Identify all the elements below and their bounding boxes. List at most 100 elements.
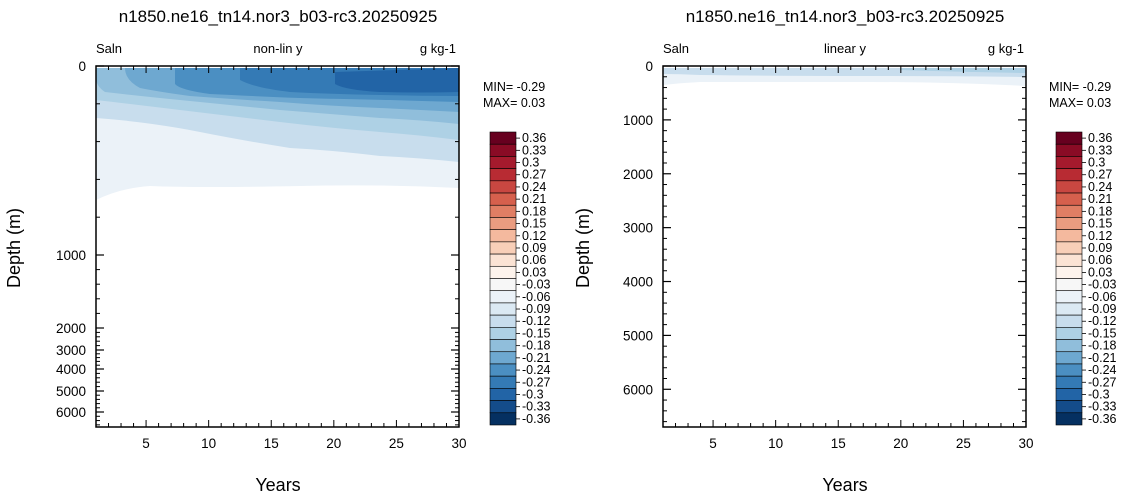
y-tick-label: 6000 (623, 382, 653, 397)
right-y-axis: 0 1000 2000 3000 4000 5000 6000 (623, 59, 1026, 423)
colorbar-swatch (1055, 156, 1083, 169)
right-min-text: MIN= -0.29 (1049, 80, 1111, 94)
colorbar-label: 0.06 (522, 253, 546, 267)
right-colorbar: 0.360.330.30.270.240.210.180.150.120.090… (1055, 131, 1117, 426)
colorbar-label: -0.03 (1088, 278, 1117, 292)
left-scale-label: non-lin y (253, 41, 303, 56)
colorbar-label: -0.24 (1088, 363, 1117, 377)
colorbar-label: -0.21 (522, 351, 551, 365)
colorbar-swatch (1055, 265, 1083, 279)
colorbar-swatch (489, 327, 517, 340)
colorbar-label: 0.12 (522, 229, 546, 243)
colorbar-label: 0.12 (1088, 229, 1112, 243)
y-tick-label: 3000 (56, 343, 86, 358)
colorbar-swatch (1055, 363, 1083, 377)
left-variable-label: Saln (96, 41, 122, 56)
colorbar-label: 0.03 (1088, 265, 1112, 279)
colorbar-swatch (1055, 241, 1083, 255)
colorbar-swatch (489, 168, 517, 182)
x-tick-label: 30 (1018, 436, 1033, 451)
colorbar-swatch (489, 241, 517, 255)
colorbar-label: -0.09 (1088, 302, 1117, 316)
x-tick-label: 25 (389, 436, 404, 451)
colorbar-swatch (489, 302, 517, 316)
left-contour-level-7 (335, 68, 459, 93)
colorbar-swatch (489, 253, 517, 267)
colorbar-label: 0.18 (522, 204, 546, 218)
colorbar-swatch (489, 363, 517, 377)
left-title: n1850.ne16_tn14.nor3_b03-rc3.20250925 (119, 7, 438, 26)
colorbar-label: 0.24 (1088, 180, 1112, 194)
right-units-label: g kg-1 (988, 41, 1024, 56)
colorbar-swatch (489, 131, 517, 145)
colorbar-label: 0.18 (1088, 204, 1112, 218)
colorbar-swatch (1055, 253, 1083, 267)
colorbar-swatch (489, 156, 517, 169)
colorbar-label: -0.18 (1088, 339, 1117, 353)
x-tick-label: 20 (326, 436, 341, 451)
colorbar-label: 0.06 (1088, 253, 1112, 267)
colorbar-label: -0.09 (522, 302, 551, 316)
y-tick-label: 4000 (623, 275, 653, 290)
colorbar-swatch (1055, 192, 1083, 206)
x-tick-label: 10 (201, 436, 216, 451)
colorbar-label: -0.15 (1088, 326, 1117, 340)
colorbar-label: -0.06 (1088, 290, 1117, 304)
colorbar-label: 0.21 (1088, 192, 1112, 206)
colorbar-swatch (489, 180, 517, 194)
colorbar-label: -0.18 (522, 339, 551, 353)
colorbar-swatch (1055, 375, 1083, 389)
colorbar-swatch (489, 400, 517, 414)
right-panel: n1850.ne16_tn14.nor3_b03-rc3.20250925 Sa… (573, 7, 1117, 495)
colorbar-swatch (1055, 217, 1083, 230)
colorbar-swatch (1055, 327, 1083, 340)
colorbar-label: 0.3 (522, 156, 539, 170)
colorbar-label: -0.12 (1088, 314, 1117, 328)
colorbar-swatch (489, 339, 517, 353)
colorbar-swatch (489, 217, 517, 230)
colorbar-label: 0.3 (1088, 156, 1105, 170)
colorbar-label: -0.03 (522, 278, 551, 292)
colorbar-label: 0.03 (522, 265, 546, 279)
y-tick-label: 2000 (623, 167, 653, 182)
colorbar-label: -0.3 (522, 387, 544, 401)
y-tick-label: 0 (78, 59, 86, 74)
y-tick-label: 5000 (56, 384, 86, 399)
colorbar-label: 0.27 (1088, 168, 1112, 182)
right-x-axis: 5 10 15 20 25 30 (662, 66, 1034, 451)
right-title: n1850.ne16_tn14.nor3_b03-rc3.20250925 (686, 7, 1005, 26)
left-y-axis: 0 1000 2000 3000 4000 5000 6000 (56, 59, 459, 426)
colorbar-swatch (1055, 412, 1083, 426)
colorbar-swatch (1055, 180, 1083, 194)
colorbar-swatch (1055, 290, 1083, 304)
x-tick-label: 5 (142, 436, 150, 451)
colorbar-label: 0.09 (522, 241, 546, 255)
colorbar-label: -0.3 (1088, 387, 1110, 401)
left-x-axis-label: Years (255, 475, 300, 495)
left-y-axis-label: Depth (m) (4, 208, 24, 288)
colorbar-label: -0.36 (1088, 412, 1117, 426)
colorbar-swatch (1055, 314, 1083, 328)
y-tick-label: 4000 (56, 362, 86, 377)
colorbar-label: 0.36 (1088, 131, 1112, 145)
y-tick-label: 6000 (56, 405, 86, 420)
x-tick-label: 25 (956, 436, 971, 451)
colorbar-label: 0.09 (1088, 241, 1112, 255)
colorbar-swatch (1055, 388, 1083, 401)
x-tick-label: 20 (893, 436, 908, 451)
colorbar-label: 0.27 (522, 168, 546, 182)
colorbar-swatch (1055, 400, 1083, 414)
colorbar-swatch (1055, 278, 1083, 292)
colorbar-label: 0.24 (522, 180, 546, 194)
right-x-axis-label: Years (822, 475, 867, 495)
x-tick-label: 15 (264, 436, 279, 451)
left-plot-frame (95, 65, 460, 428)
colorbar-label: -0.06 (522, 290, 551, 304)
x-tick-label: 10 (768, 436, 783, 451)
colorbar-label: 0.36 (522, 131, 546, 145)
x-tick-label: 5 (709, 436, 717, 451)
colorbar-swatch (489, 290, 517, 304)
colorbar-swatch (489, 351, 517, 365)
colorbar-swatch (1055, 131, 1083, 145)
